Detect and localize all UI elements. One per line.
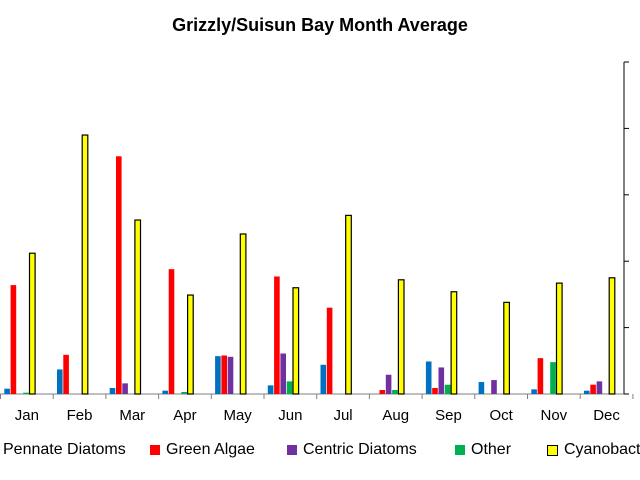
x-tick-label: Sep	[435, 407, 462, 424]
x-tick-label: Feb	[67, 407, 93, 424]
bar-pennate-diatoms	[4, 388, 10, 394]
bar-other	[550, 362, 556, 394]
legend-swatch	[455, 445, 465, 455]
legend-label: Centric Diatoms	[303, 441, 417, 458]
bar-green-algae	[432, 388, 438, 394]
bar-pennate-diatoms	[425, 361, 432, 394]
bar-cyanobacteria	[608, 277, 616, 395]
x-tick-label: Jun	[278, 407, 302, 424]
bar-pennate-diatoms	[109, 388, 116, 394]
bar-other	[23, 392, 29, 394]
legend: Pennate Diatoms Green Algae Centric Diatom…	[0, 441, 640, 465]
chart-title: Grizzly/Suisun Bay Month Average	[172, 15, 468, 35]
legend-label: Cyanobacteria	[564, 441, 640, 458]
bar-pennate-diatoms	[215, 356, 221, 394]
x-tick-label: Apr	[173, 407, 196, 424]
bar-cyanobacteria	[28, 252, 36, 395]
bar-pennate-diatoms	[162, 390, 168, 394]
bar-centric-diatoms	[596, 381, 603, 394]
bar-green-algae	[10, 285, 17, 394]
bar-green-algae	[116, 156, 122, 394]
bar-pennate-diatoms	[531, 389, 537, 394]
bar-centric-diatoms	[122, 383, 128, 394]
bar-pennate-diatoms	[320, 364, 327, 394]
bar-green-algae	[326, 307, 333, 394]
legend-item: Centric Diatoms	[287, 441, 417, 459]
x-tick-label: Nov	[541, 407, 568, 424]
bar-centric-diatoms	[385, 374, 392, 394]
bar-green-algae	[63, 354, 69, 394]
bar-green-algae	[379, 390, 386, 394]
x-tick-label: Jan	[15, 407, 39, 424]
bar-centric-diatoms	[438, 367, 445, 394]
bar-pennate-diatoms	[478, 382, 485, 394]
bar-cyanobacteria	[187, 294, 194, 395]
legend-item: Green Algae	[150, 441, 255, 459]
legend-swatch	[150, 445, 160, 455]
legend-item: Cyanobacteria	[547, 441, 640, 459]
bar-cyanobacteria	[503, 301, 510, 395]
bar-cyanobacteria	[555, 282, 563, 395]
bar-other	[444, 384, 451, 394]
legend-item: Other	[455, 441, 511, 459]
bar-green-algae	[537, 358, 544, 394]
x-tick-label: Aug	[382, 407, 409, 424]
bar-other	[286, 381, 293, 394]
bar-pennate-diatoms	[267, 385, 274, 394]
legend-label: Pennate Diatoms	[3, 441, 126, 458]
bar-green-algae	[590, 384, 596, 394]
x-tick-label: Jul	[333, 407, 352, 424]
bar-centric-diatoms	[491, 380, 497, 394]
bar-centric-diatoms	[280, 353, 286, 394]
bar-pennate-diatoms	[57, 369, 63, 394]
bar-centric-diatoms	[227, 356, 234, 394]
x-tick-label: Oct	[489, 407, 513, 424]
legend-label: Other	[471, 441, 512, 458]
bar-other	[181, 392, 187, 394]
x-tick-label: Dec	[593, 407, 620, 424]
legend-label: Green Algae	[166, 441, 255, 458]
bar-cyanobacteria	[345, 214, 352, 395]
x-tick-label: May	[223, 407, 252, 424]
bar-cyanobacteria	[292, 287, 300, 395]
bar-cyanobacteria	[81, 134, 89, 395]
legend-swatch	[287, 445, 297, 455]
bar-green-algae	[221, 355, 227, 394]
legend-item: Pennate Diatoms	[0, 441, 126, 459]
legend-swatch	[547, 444, 558, 456]
x-tick-label: Mar	[119, 407, 145, 424]
bar-cyanobacteria	[134, 219, 142, 395]
bar-cyanobacteria	[239, 233, 247, 395]
bar-pennate-diatoms	[584, 390, 590, 394]
bar-green-algae	[274, 276, 280, 394]
bar-cyanobacteria	[397, 279, 405, 395]
bar-other	[392, 390, 398, 394]
bar-green-algae	[168, 269, 175, 394]
bar-cyanobacteria	[450, 291, 458, 395]
